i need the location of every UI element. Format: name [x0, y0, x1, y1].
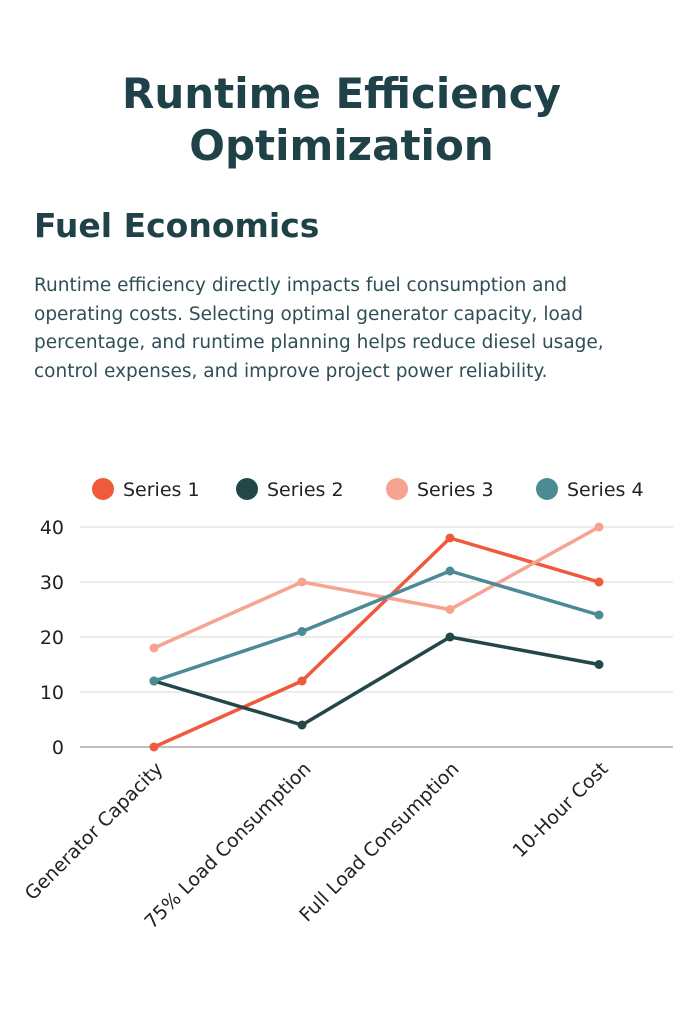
data-point [445, 566, 455, 576]
x-tick-label: 75% Load Consumption [140, 758, 315, 933]
legend-label: Series 2 [267, 479, 344, 501]
data-point [149, 742, 159, 752]
y-tick-label: 40 [40, 517, 64, 539]
data-point [297, 627, 307, 636]
legend-marker [386, 478, 408, 500]
legend-marker [236, 478, 258, 500]
y-tick-label: 10 [40, 682, 64, 704]
data-point [149, 676, 159, 686]
data-point [594, 660, 604, 669]
series-line [152, 525, 601, 650]
x-tick-label: 10-Hour Cost [509, 758, 613, 862]
legend-label: Series 4 [567, 479, 644, 501]
data-point [445, 533, 455, 543]
y-tick-label: 20 [40, 627, 64, 649]
data-point [297, 676, 307, 686]
data-point [297, 720, 307, 730]
series-line [152, 569, 601, 683]
data-point [594, 610, 604, 620]
section-heading: Fuel Economics [34, 206, 320, 245]
data-point [445, 632, 455, 642]
legend-label: Series 1 [123, 479, 200, 501]
data-point [594, 577, 604, 587]
legend-label: Series 3 [417, 479, 494, 501]
x-tick-label: Full Load Consumption [295, 758, 463, 926]
legend-marker [92, 478, 114, 500]
legend-marker [536, 478, 558, 500]
data-point [297, 577, 307, 587]
data-point [594, 522, 604, 532]
y-tick-label: 0 [52, 737, 64, 759]
x-tick-label: Generator Capacity [21, 758, 168, 905]
series-line [152, 635, 601, 727]
body-paragraph: Runtime efficiency directly impacts fuel… [34, 275, 604, 382]
series-line [152, 536, 601, 749]
data-point [445, 605, 455, 614]
data-point [149, 643, 159, 653]
page-title: Runtime Efficiency Optimization [122, 69, 561, 170]
y-tick-label: 30 [40, 572, 64, 594]
